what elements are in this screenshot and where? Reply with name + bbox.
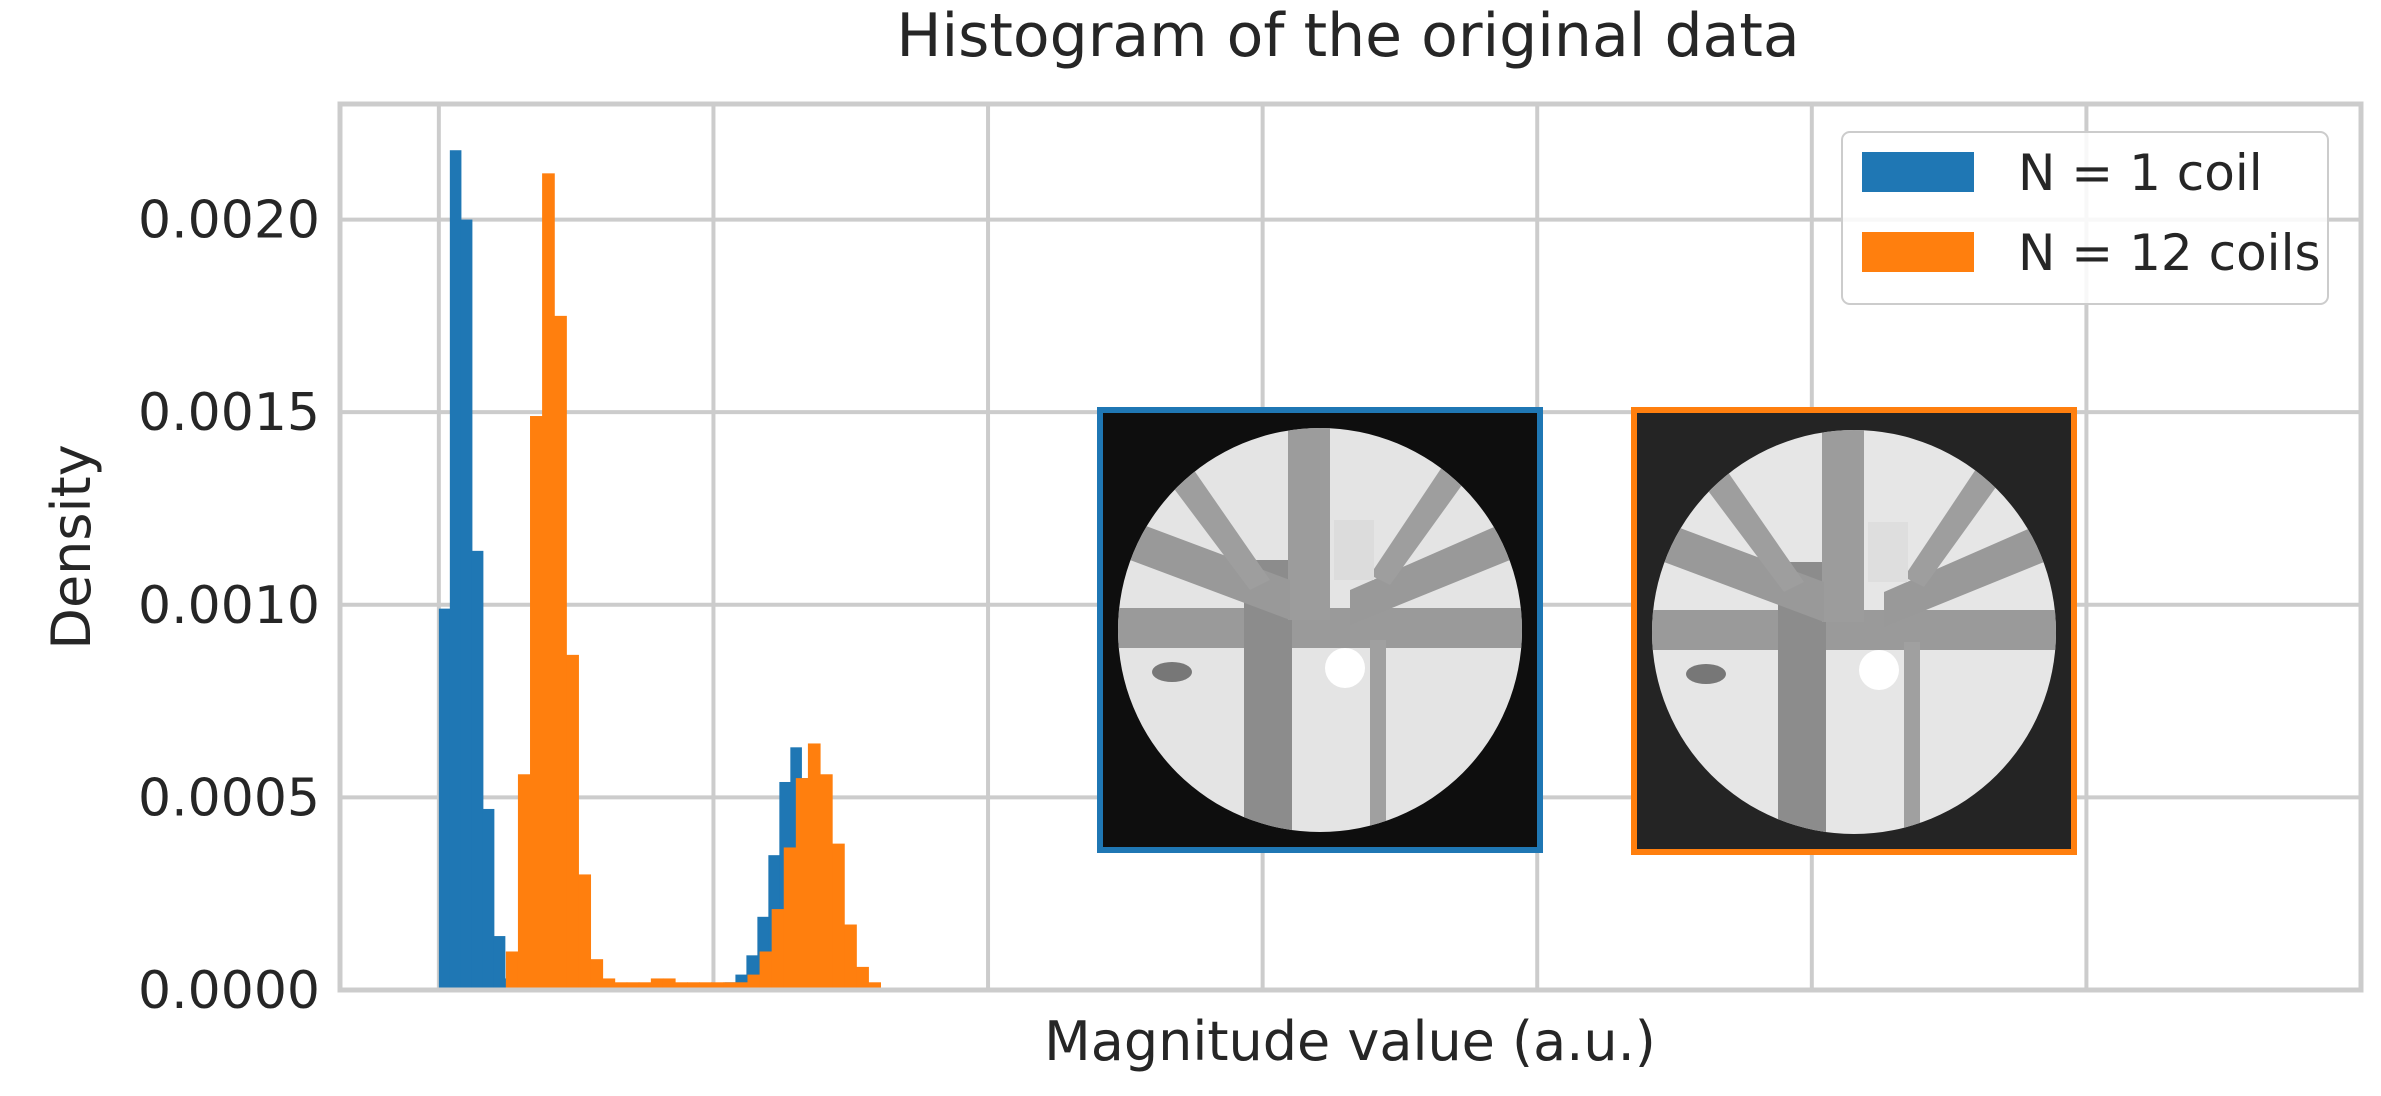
histogram-bar (530, 416, 543, 990)
y-tick-label-1: 0.0005 (138, 768, 320, 828)
legend-label-1-coil: N = 1 coil (2018, 144, 2263, 202)
phantom-branch (1884, 522, 2044, 627)
phantom-spot (1686, 664, 1726, 684)
phantom-branch (1160, 450, 1270, 590)
y-tick-label-2: 0.0010 (138, 576, 320, 636)
histogram-bar (687, 982, 700, 990)
histogram-bar (868, 982, 881, 990)
histogram-bar (844, 924, 857, 990)
phantom-structure (1652, 430, 2056, 834)
histogram-bar (662, 978, 676, 990)
inset-1-border (1097, 407, 1543, 853)
legend-label-12-coils: N = 12 coils (2018, 224, 2321, 282)
legend-swatch-12-coils (1862, 232, 1974, 272)
histogram-bar (449, 150, 462, 991)
inset-2-border (1631, 407, 2077, 855)
phantom-bright-spot (1325, 648, 1365, 688)
histogram-bar (578, 874, 592, 990)
histogram-bar (759, 951, 773, 990)
histogram-bar (471, 550, 484, 990)
phantom-gap (1868, 522, 1908, 582)
histogram-bar (602, 978, 616, 990)
x-axis-label: Magnitude value (a.u.) (1044, 1010, 1656, 1073)
histogram-bar (626, 982, 640, 990)
histogram-bar (711, 982, 724, 990)
phantom-structure (1118, 428, 1522, 832)
histogram-bar (807, 743, 821, 990)
histogram-bar (699, 982, 712, 990)
histogram-bar (493, 936, 506, 990)
histogram-bar (482, 808, 495, 990)
histogram-bar (783, 847, 797, 990)
inset-image-12-coils (1631, 407, 2077, 855)
histogram-bar (638, 982, 652, 990)
phantom-branch (1130, 520, 1290, 620)
histogram-bar (650, 978, 664, 990)
histogram-bar (438, 608, 451, 990)
inset-image-1-coil (1097, 407, 1543, 853)
y-tick-label-3: 0.0015 (138, 383, 320, 443)
histogram-bar (554, 315, 567, 990)
histogram-bar (517, 774, 531, 990)
phantom-band-vertical-right (1370, 640, 1386, 832)
phantom-stem (1288, 428, 1330, 620)
legend-swatch-1-coil (1862, 152, 1974, 192)
histogram-bar (723, 982, 737, 990)
histogram-bar (747, 974, 761, 990)
histogram-bar (735, 982, 749, 990)
y-tick-labels: 0.0000 0.0005 0.0010 0.0015 0.0020 (138, 191, 320, 1021)
y-tick-label-0: 0.0000 (138, 961, 320, 1021)
series-1-bars (505, 173, 1202, 991)
histogram-bar (460, 219, 473, 991)
plot-frame (337, 101, 2364, 993)
histogram-bar (746, 955, 758, 990)
histogram-bar (542, 173, 555, 991)
phantom-branch (1694, 452, 1804, 592)
histogram-bar (675, 982, 688, 990)
y-axis-label: Density (40, 444, 103, 649)
histogram-bar (832, 843, 845, 990)
phantom-branch (1350, 520, 1510, 625)
phantom-bright-spot (1859, 650, 1899, 690)
histogram-bar (819, 774, 833, 990)
phantom-gap (1334, 520, 1374, 580)
histogram-bar (856, 966, 869, 990)
phantom-band-vertical-right (1904, 642, 1920, 834)
phantom-spot (1152, 662, 1192, 682)
phantom-stem (1822, 430, 1864, 622)
histogram-bar (771, 909, 785, 990)
histogram-bar (795, 778, 809, 990)
y-tick-label-4: 0.0020 (138, 191, 320, 251)
chart-title: Histogram of the original data (896, 1, 1799, 71)
histogram-bar (590, 959, 604, 990)
histogram-bar (566, 654, 579, 990)
histogram-bar (614, 982, 628, 990)
phantom-branch (1664, 522, 1824, 622)
legend: N = 1 coil N = 12 coils (1841, 131, 2329, 305)
histogram-bar (505, 951, 519, 990)
